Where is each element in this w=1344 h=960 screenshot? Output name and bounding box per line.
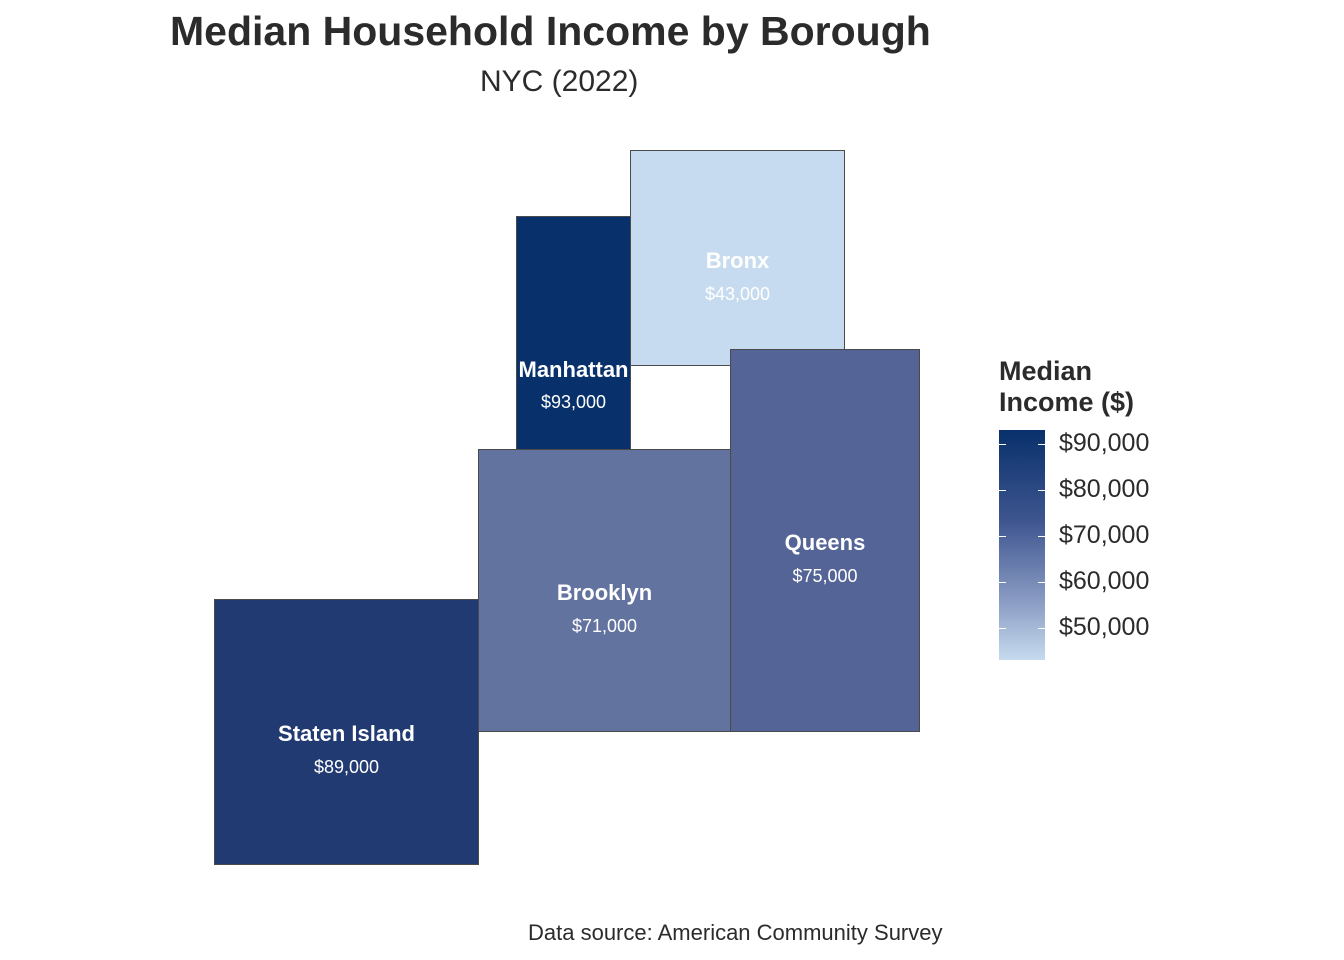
legend-tick-mark bbox=[1038, 582, 1045, 583]
borough-name-label: Queens bbox=[784, 530, 866, 555]
borough-income-label: $71,000 bbox=[571, 616, 638, 636]
legend-colorbar bbox=[999, 430, 1045, 660]
legend-tick-mark bbox=[999, 536, 1006, 537]
legend-tick-mark bbox=[999, 444, 1006, 445]
legend-title-line: Median bbox=[999, 356, 1093, 386]
legend-tick-mark bbox=[1038, 628, 1045, 629]
legend-tick-label: $80,000 bbox=[1059, 475, 1150, 503]
legend-tick-mark bbox=[999, 628, 1006, 629]
borough-tile-staten-island: Staten Island $89,000 bbox=[214, 599, 479, 865]
borough-tile-brooklyn: Brooklyn $71,000 bbox=[478, 449, 731, 732]
legend-title-line: Income ($) bbox=[999, 387, 1135, 417]
legend-tick-mark bbox=[1038, 490, 1045, 491]
legend-tick-mark bbox=[1038, 536, 1045, 537]
borough-income-label: $75,000 bbox=[792, 566, 858, 586]
borough-name-label: Brooklyn bbox=[556, 580, 653, 605]
legend-tick-label: $70,000 bbox=[1059, 521, 1150, 549]
legend-tick-mark bbox=[999, 490, 1006, 491]
borough-income-label: $93,000 bbox=[540, 392, 607, 412]
map-title: Median Household Income by Borough bbox=[170, 8, 931, 54]
legend-tick-label: $90,000 bbox=[1059, 429, 1150, 457]
borough-income-label: $43,000 bbox=[704, 284, 771, 304]
borough-name-label: Staten Island bbox=[278, 721, 415, 746]
legend-tick-mark bbox=[999, 582, 1006, 583]
borough-name-label: Bronx bbox=[705, 248, 770, 273]
legend-tick-mark bbox=[1038, 444, 1045, 445]
borough-tile-queens: Queens $75,000 bbox=[730, 349, 920, 732]
legend-title: Median Income ($) bbox=[999, 356, 1134, 418]
borough-name-label: Manhattan bbox=[518, 357, 629, 382]
map-subtitle: NYC (2022) bbox=[480, 65, 639, 98]
legend-tick-label: $50,000 bbox=[1059, 613, 1150, 641]
borough-income-label: $89,000 bbox=[313, 757, 380, 777]
borough-tile-manhattan: Manhattan $93,000 bbox=[516, 216, 631, 450]
map-caption: Data source: American Community Survey bbox=[528, 920, 943, 945]
legend-tick-label: $60,000 bbox=[1059, 567, 1150, 595]
borough-tile-bronx: Bronx $43,000 bbox=[630, 150, 845, 366]
